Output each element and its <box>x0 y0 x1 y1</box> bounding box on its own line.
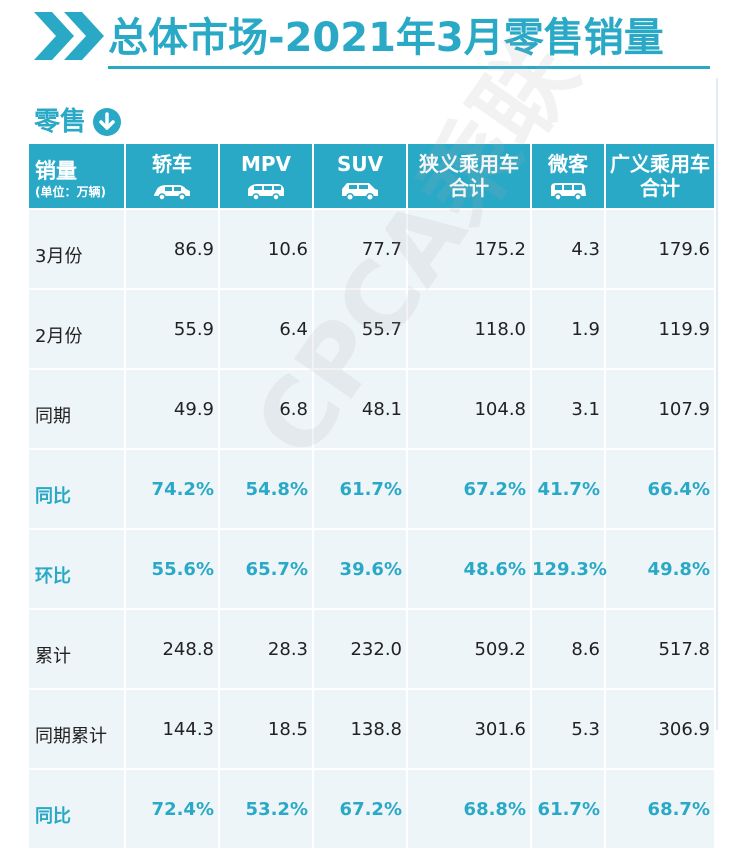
header: 总体市场-2021年3月零售销量 <box>0 0 752 78</box>
column-label-line1: 广义乘用车 <box>610 152 710 176</box>
table-cell: 175.2 <box>407 209 532 290</box>
table-header-row: 销量 (单位：万辆) 轿车 MPV SUV <box>29 144 716 210</box>
table-cell: 6.8 <box>219 369 314 450</box>
table-cell: 49.9 <box>125 369 220 450</box>
column-header-broad-total: 广义乘用车 合计 <box>605 144 716 210</box>
table-cell: 517.8 <box>605 609 716 690</box>
table-cell: 179.6 <box>605 209 716 290</box>
table-cell: 68.8% <box>407 769 532 850</box>
table-cell: 118.0 <box>407 289 532 370</box>
table-row: 3月份 86.9 10.6 77.7 175.2 4.3 179.6 <box>29 209 716 290</box>
table-cell: 48.1 <box>313 369 408 450</box>
section-label: 零售 <box>34 104 122 140</box>
table-cell: 72.4% <box>125 769 220 850</box>
row-label: 累计 <box>29 609 126 690</box>
table-row: 累计 248.8 28.3 232.0 509.2 8.6 517.8 <box>29 609 716 690</box>
column-header-mpv: MPV <box>219 144 314 210</box>
mpv-icon <box>248 184 284 201</box>
table-cell: 48.6% <box>407 529 532 610</box>
column-label-line2: 合计 <box>449 176 489 200</box>
minivan-icon <box>551 183 586 201</box>
column-header-sedan: 轿车 <box>125 144 220 210</box>
column-header-minivan: 微客 <box>531 144 606 210</box>
table-cell: 301.6 <box>407 689 532 770</box>
corner-title: 销量 <box>35 159 77 183</box>
chevron-right-icon <box>34 12 74 60</box>
divider <box>716 78 718 730</box>
page-title: 总体市场-2021年3月零售销量 <box>108 15 664 61</box>
table-cell: 55.6% <box>125 529 220 610</box>
table-cell: 8.6 <box>531 609 606 690</box>
corner-unit: (单位：万辆) <box>35 185 106 199</box>
table-cell: 232.0 <box>313 609 408 690</box>
table-cell: 67.2% <box>407 449 532 530</box>
chevron-right-icon <box>64 12 104 60</box>
table-row: 同期 49.9 6.8 48.1 104.8 3.1 107.9 <box>29 369 716 450</box>
title-underline <box>108 66 710 69</box>
column-header-suv: SUV <box>313 144 408 210</box>
table-cell: 104.8 <box>407 369 532 450</box>
table-cell: 248.8 <box>125 609 220 690</box>
table-cell: 5.3 <box>531 689 606 770</box>
table-cell: 41.7% <box>531 449 606 530</box>
table-cell: 65.7% <box>219 529 314 610</box>
table-cell: 129.3% <box>531 529 607 610</box>
table-cell: 86.9 <box>125 209 220 290</box>
table-cell: 61.7% <box>313 449 408 530</box>
table-cell: 10.6 <box>219 209 314 290</box>
table-cell: 68.7% <box>605 769 716 850</box>
table-row: 2月份 55.9 6.4 55.7 118.0 1.9 119.9 <box>29 289 716 370</box>
column-label: SUV <box>336 152 384 176</box>
table-cell: 306.9 <box>605 689 716 770</box>
table-cell: 67.2% <box>313 769 408 850</box>
sales-table: 销量 (单位：万辆) 轿车 MPV SUV <box>29 144 716 850</box>
row-label: 环比 <box>29 529 126 610</box>
table-cell: 138.8 <box>313 689 408 770</box>
row-label: 同期累计 <box>29 689 126 770</box>
table-cell: 509.2 <box>407 609 532 690</box>
table-cell: 6.4 <box>219 289 314 370</box>
column-label-line2: 合计 <box>640 176 680 200</box>
table-cell: 53.2% <box>219 769 314 850</box>
table-row: 同比 74.2% 54.8% 61.7% 67.2% 41.7% 66.4% <box>29 449 716 530</box>
column-label: 轿车 <box>152 152 192 176</box>
corner-header: 销量 (单位：万辆) <box>29 144 126 210</box>
table-cell: 55.7 <box>313 289 408 370</box>
table-row: 同期累计 144.3 18.5 138.8 301.6 5.3 306.9 <box>29 689 716 770</box>
table-cell: 61.7% <box>531 769 606 850</box>
table-cell: 77.7 <box>313 209 408 290</box>
row-label: 同比 <box>29 769 126 850</box>
table-cell: 49.8% <box>605 529 716 610</box>
table-cell: 107.9 <box>605 369 716 450</box>
table-cell: 66.4% <box>605 449 716 530</box>
table-cell: 74.2% <box>125 449 220 530</box>
table-cell: 39.6% <box>313 529 408 610</box>
sedan-icon <box>154 185 190 201</box>
column-label-line1: 狭义乘用车 <box>419 152 519 176</box>
section-title: 零售 <box>34 107 87 137</box>
table-cell: 144.3 <box>125 689 220 770</box>
down-arrow-circle-icon <box>93 108 122 136</box>
row-label: 同比 <box>29 449 126 530</box>
row-label: 同期 <box>29 369 126 450</box>
table-row: 环比 55.6% 65.7% 39.6% 48.6% 129.3% 49.8% <box>29 529 716 610</box>
row-label: 2月份 <box>29 289 126 370</box>
table-cell: 4.3 <box>531 209 606 290</box>
table-cell: 18.5 <box>219 689 314 770</box>
table-cell: 55.9 <box>125 289 220 370</box>
table-cell: 28.3 <box>219 609 314 690</box>
table-cell: 3.1 <box>531 369 606 450</box>
table-cell: 54.8% <box>219 449 314 530</box>
column-label: 微客 <box>548 152 588 176</box>
table-cell: 1.9 <box>531 289 606 370</box>
column-label: MPV <box>240 152 292 176</box>
suv-icon <box>342 183 378 202</box>
table-row: 同比 72.4% 53.2% 67.2% 68.8% 61.7% 68.7% <box>29 769 716 850</box>
table-cell: 119.9 <box>605 289 716 370</box>
column-header-narrow-total: 狭义乘用车 合计 <box>407 144 532 210</box>
row-label: 3月份 <box>29 209 126 290</box>
